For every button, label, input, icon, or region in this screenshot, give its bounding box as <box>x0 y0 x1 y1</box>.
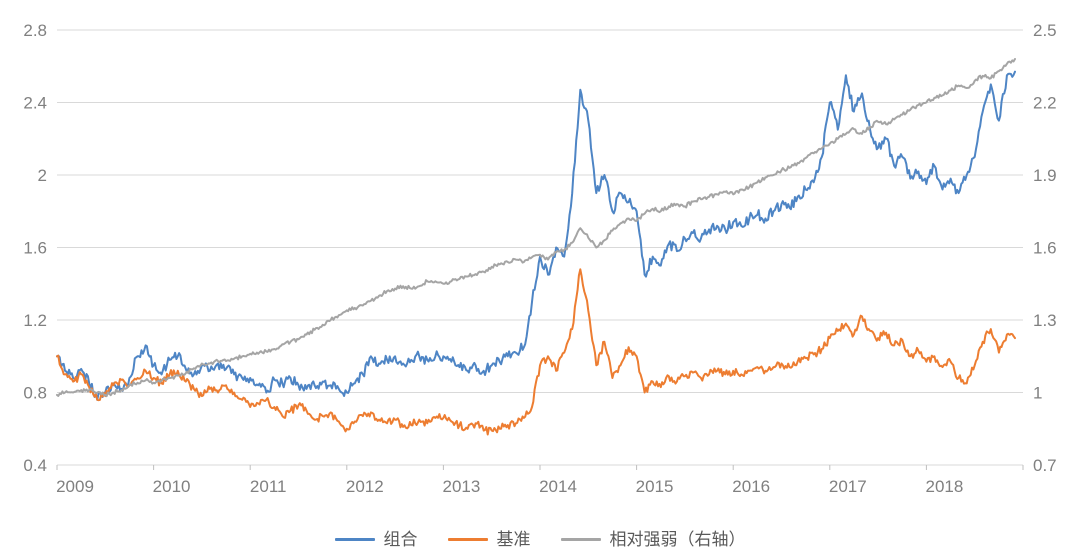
right-axis-tick-label: 2.2 <box>1033 94 1057 113</box>
chart-legend: 组合 基准 相对强弱（右轴） <box>0 531 1080 548</box>
x-axis-tick-label: 2018 <box>925 477 963 496</box>
left-axis-tick-label: 0.8 <box>23 384 47 403</box>
x-axis-tick-label: 2014 <box>539 477 577 496</box>
right-axis-tick-label: 1.3 <box>1033 311 1057 330</box>
x-axis-tick-label: 2016 <box>732 477 770 496</box>
right-axis-tick-label: 2.5 <box>1033 21 1057 40</box>
x-axis-tick-label: 2012 <box>346 477 384 496</box>
legend-item-portfolio: 组合 <box>334 530 418 549</box>
right-axis-tick-label: 1.9 <box>1033 166 1057 185</box>
benchmark-line-swatch-icon <box>447 538 488 541</box>
left-axis-tick-label: 1.2 <box>23 311 47 330</box>
legend-label-benchmark: 基准 <box>496 530 531 549</box>
legend-label-portfolio: 组合 <box>383 530 418 549</box>
left-axis-tick-label: 1.6 <box>23 239 47 258</box>
left-axis-tick-label: 2 <box>38 166 47 185</box>
legend-label-relative-strength: 相对强弱（右轴） <box>609 530 746 549</box>
legend-item-benchmark: 基准 <box>447 530 531 549</box>
right-axis-tick-label: 0.7 <box>1033 456 1057 475</box>
portfolio-series-line <box>56 70 1016 401</box>
left-axis-tick-label: 2.8 <box>23 21 47 40</box>
left-axis-tick-label: 0.4 <box>23 456 47 475</box>
right-axis-tick-label: 1 <box>1033 384 1042 403</box>
x-axis-tick-label: 2010 <box>153 477 191 496</box>
legend-item-relative-strength: 相对强弱（右轴） <box>560 530 746 549</box>
x-axis-tick-label: 2015 <box>636 477 674 496</box>
portfolio-line-swatch-icon <box>334 538 375 541</box>
x-axis-tick-label: 2017 <box>829 477 867 496</box>
x-axis-tick-label: 2009 <box>56 477 94 496</box>
x-axis-tick-label: 2011 <box>250 477 287 496</box>
relative-strength-series-line <box>56 58 1016 398</box>
benchmark-series-line <box>56 268 1016 436</box>
relative-strength-line-swatch-icon <box>560 538 601 541</box>
x-axis-tick-label: 2013 <box>442 477 480 496</box>
left-axis-tick-label: 2.4 <box>23 94 47 113</box>
right-axis-tick-label: 1.6 <box>1033 239 1057 258</box>
